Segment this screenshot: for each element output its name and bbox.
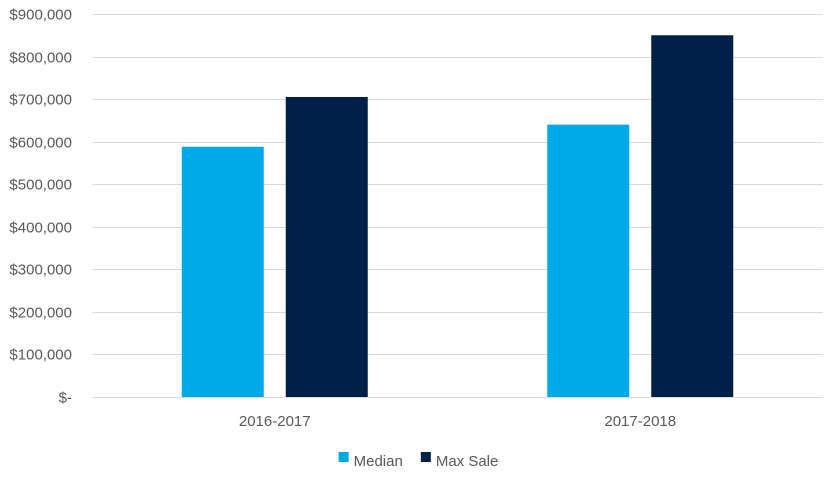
y-tick-label: $100,000 — [9, 347, 72, 364]
legend-swatch-median — [338, 452, 349, 462]
legend-label-max-sale: Max Sale — [436, 453, 499, 470]
y-tick-label: $200,000 — [9, 305, 72, 322]
y-tick-label: $400,000 — [9, 220, 72, 237]
y-tick-label: $600,000 — [9, 135, 72, 152]
x-axis-tick-labels: 2016-2017 2017-2018 — [239, 413, 676, 430]
x-tick-label: 2017-2018 — [604, 413, 676, 430]
y-tick-label: $800,000 — [9, 50, 72, 67]
y-tick-label: $500,000 — [9, 177, 72, 194]
bar-median-2017-2018 — [547, 124, 630, 398]
x-tick-label: 2016-2017 — [239, 413, 311, 430]
y-tick-label: $- — [59, 390, 72, 407]
legend-label-median: Median — [354, 453, 403, 470]
y-tick-label: $300,000 — [9, 262, 72, 279]
legend-swatch-max-sale — [420, 452, 431, 462]
y-tick-label: $700,000 — [9, 92, 72, 109]
bar-median-2016-2017 — [181, 146, 264, 397]
bar-max-sale-2017-2018 — [651, 35, 734, 398]
bars — [181, 35, 734, 398]
bar-max-sale-2016-2017 — [285, 96, 368, 397]
y-tick-label: $900,000 — [9, 7, 72, 24]
legend: Median Max Sale — [338, 452, 499, 470]
y-axis-tick-labels: $- $100,000 $200,000 $300,000 $400,000 $500,0… — [9, 7, 72, 407]
